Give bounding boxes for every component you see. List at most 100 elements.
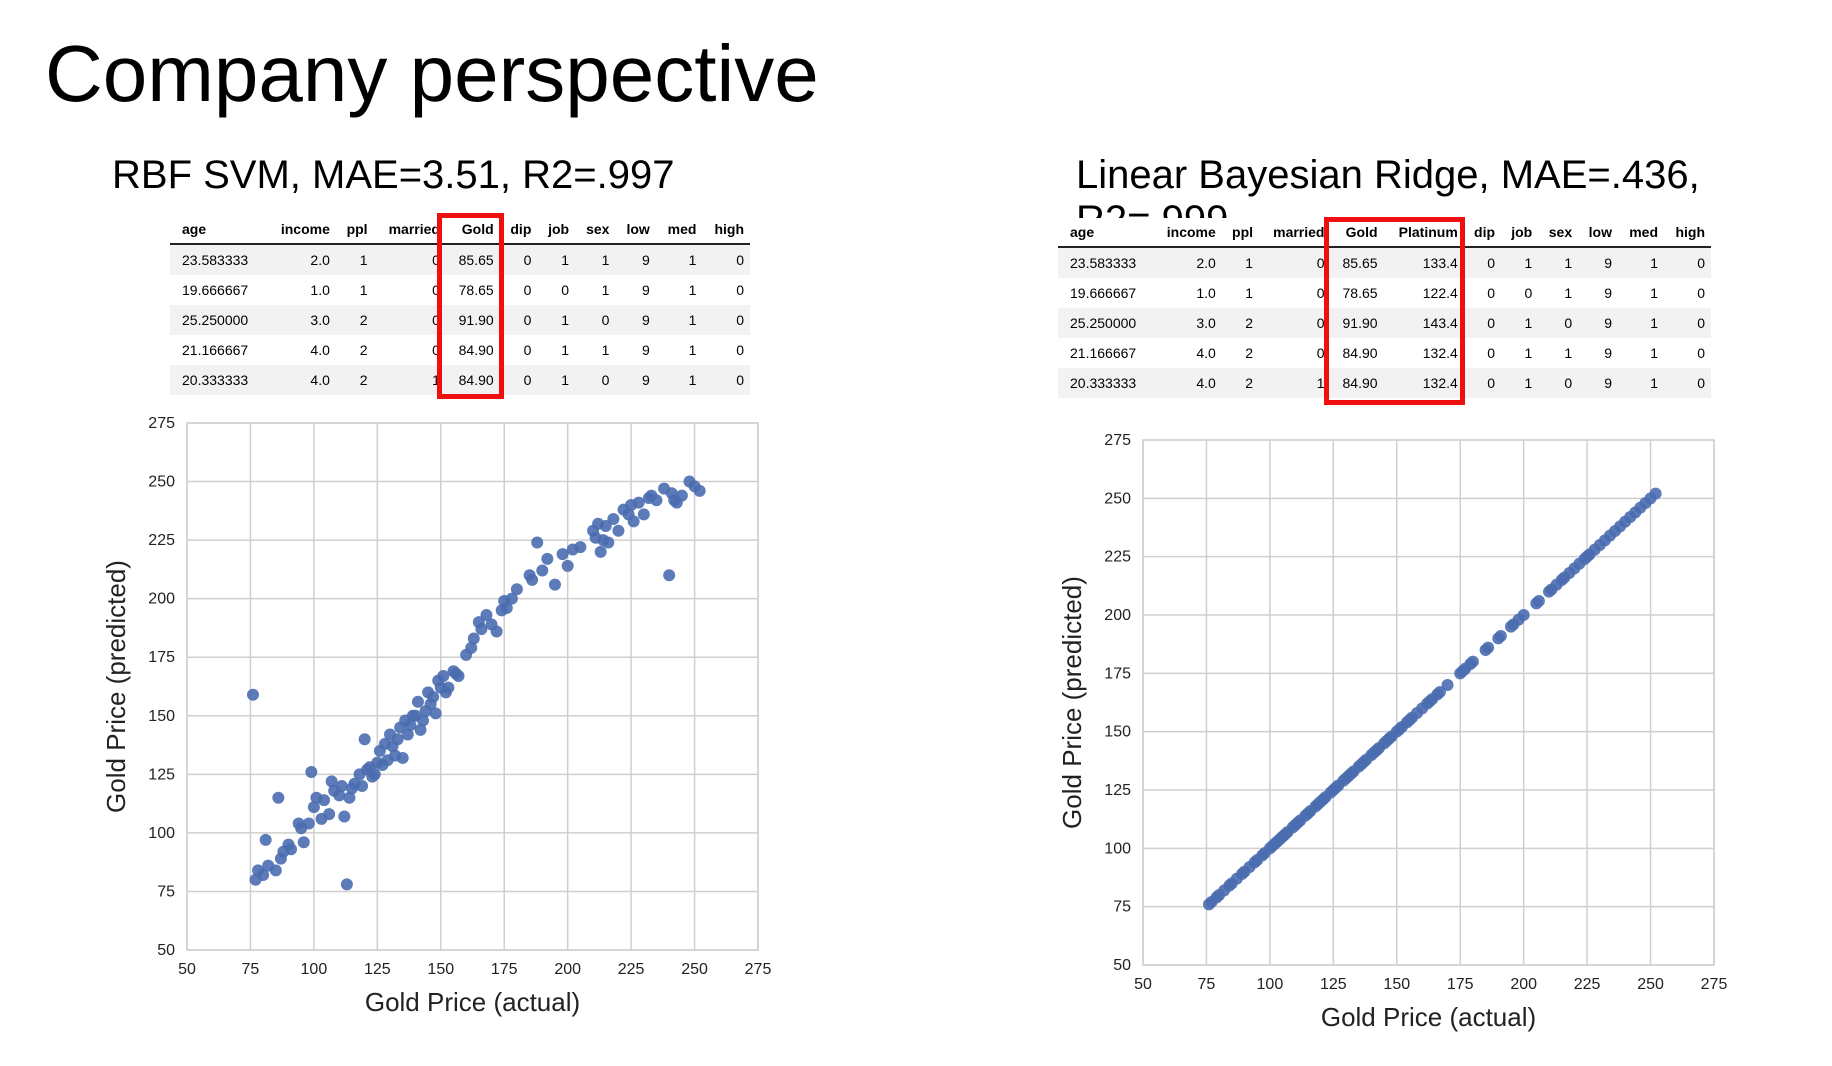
y-tick-label: 250 [148, 474, 175, 491]
table-cell: 78.65 [1342, 285, 1378, 301]
table-cell: 1 [537, 244, 576, 275]
table-cell: 0 [1664, 368, 1711, 398]
table-cell: 9 [1604, 285, 1612, 301]
scatter-point [541, 552, 554, 565]
x-tick-label: 175 [1447, 976, 1474, 993]
table-cell: 0 [432, 282, 440, 298]
x-tick-label: 100 [1257, 976, 1284, 993]
y-tick-label: 175 [1104, 665, 1131, 682]
scatter-point [607, 513, 620, 526]
column-header-gold: Gold [445, 215, 500, 245]
column-header-med: med [1618, 218, 1665, 248]
table-cell: 133.4 [1383, 247, 1464, 278]
scatter-point [1517, 609, 1530, 621]
y-tick-label: 125 [148, 766, 175, 783]
scatter-point [404, 719, 417, 732]
table-cell: 9 [1604, 345, 1612, 361]
column-header-job: job [537, 215, 576, 245]
table-cell: 2 [335, 305, 374, 335]
table-cell: 0 [575, 305, 616, 335]
table-row: 25.250000 3.0 2 0 91.90 0 1 0 9 1 0 [170, 305, 750, 335]
y-tick-label: 250 [1104, 490, 1131, 507]
scatter-point [325, 775, 338, 788]
table-cell: 0 [523, 342, 532, 358]
y-tick-label: 200 [1104, 607, 1131, 624]
scatter-point [246, 688, 259, 701]
scatter-point [335, 780, 348, 793]
y-tick-label: 275 [148, 415, 175, 432]
y-tick-label: 75 [1113, 899, 1131, 916]
table-cell: 4.0 [310, 342, 330, 358]
table-cell: 1 [1259, 368, 1331, 398]
scatter-point [475, 623, 488, 636]
table-cell: 1 [561, 342, 570, 358]
column-header-income: income [266, 215, 336, 245]
column-header-age: age [1058, 218, 1153, 248]
scatter-point [391, 733, 404, 746]
table-cell: 0 [373, 244, 446, 275]
scatter-point [556, 548, 569, 561]
scatter-point [343, 791, 356, 804]
table-cell: 0 [373, 305, 446, 335]
column-header-high: high [702, 215, 750, 245]
table-cell: 0 [523, 282, 532, 298]
scatter-point [480, 609, 493, 622]
scatter-point [285, 843, 298, 856]
column-header-ppl: ppl [335, 215, 374, 245]
table-cell: 78.65 [458, 282, 494, 298]
scatter-point [663, 569, 676, 582]
table-cell: 0 [499, 244, 538, 275]
y-tick-label: 100 [1104, 840, 1131, 857]
table-cell: 9 [1578, 308, 1618, 338]
table-cell: 1 [1564, 345, 1573, 361]
table-cell: 1 [537, 365, 576, 395]
table-cell: 1 [601, 282, 610, 298]
scatter-point [358, 733, 371, 746]
scatter-point [368, 768, 381, 781]
scatter-point [500, 602, 513, 615]
column-header-married: married [1259, 218, 1331, 248]
column-header-sex: sex [1538, 218, 1579, 248]
table-cell: 1 [537, 305, 576, 335]
scatter-point [1433, 686, 1446, 698]
table-cell: 132.4 [1383, 368, 1464, 398]
table-cell: 2 [1221, 308, 1260, 338]
table-cell: 1 [1538, 247, 1579, 278]
scatter-point [302, 817, 315, 830]
scatter-point [259, 833, 272, 846]
scatter-point [1532, 595, 1545, 607]
table-cell: 0 [1697, 345, 1705, 361]
table-cell: 1 [1618, 368, 1665, 398]
table-cell: 3.0 [266, 305, 336, 335]
y-tick-label: 150 [1104, 724, 1131, 741]
scatter-point [333, 789, 346, 802]
table-cell: 0 [499, 305, 538, 335]
table-row: 19.666667 1.0 1 0 78.65 0 0 1 9 1 0 [170, 275, 750, 305]
table-cell: 0 [1259, 308, 1331, 338]
table-cell: 91.90 [445, 305, 500, 335]
left-data-table: age income ppl married Gold dip job sex low med hi… [170, 215, 750, 395]
table-row: 19.666667 1.0 1 0 78.65 122.4 0 0 1 9 1 0 [1058, 278, 1711, 308]
table-cell: 1 [688, 282, 697, 298]
column-header-high: high [1664, 218, 1711, 248]
table-cell: 1.0 [310, 282, 330, 298]
table-cell: 143.4 [1383, 308, 1464, 338]
x-tick-label: 50 [178, 961, 196, 978]
table-cell: 25.250000 [170, 305, 267, 335]
x-tick-label: 75 [1198, 976, 1216, 993]
scatter-point [612, 524, 625, 537]
table-cell: 23.583333 [170, 244, 267, 275]
table-cell: 84.90 [445, 365, 500, 395]
y-tick-label: 50 [157, 942, 175, 959]
left-panel-title: RBF SVM, MAE=3.51, R2=.997 [112, 153, 675, 197]
table-cell: 4.0 [1152, 368, 1222, 398]
column-header-job: job [1501, 218, 1539, 248]
y-tick-label: 150 [148, 708, 175, 725]
table-cell: 2.0 [266, 244, 336, 275]
y-axis-label: Gold Price (predicted) [101, 560, 131, 813]
scatter-point [452, 669, 465, 682]
table-cell: 1 [335, 244, 374, 275]
table-cell: 0 [1316, 345, 1325, 361]
table-header-row: age income ppl married Gold Platinum dip job sex… [1058, 218, 1711, 248]
table-cell: 0 [1524, 285, 1533, 301]
